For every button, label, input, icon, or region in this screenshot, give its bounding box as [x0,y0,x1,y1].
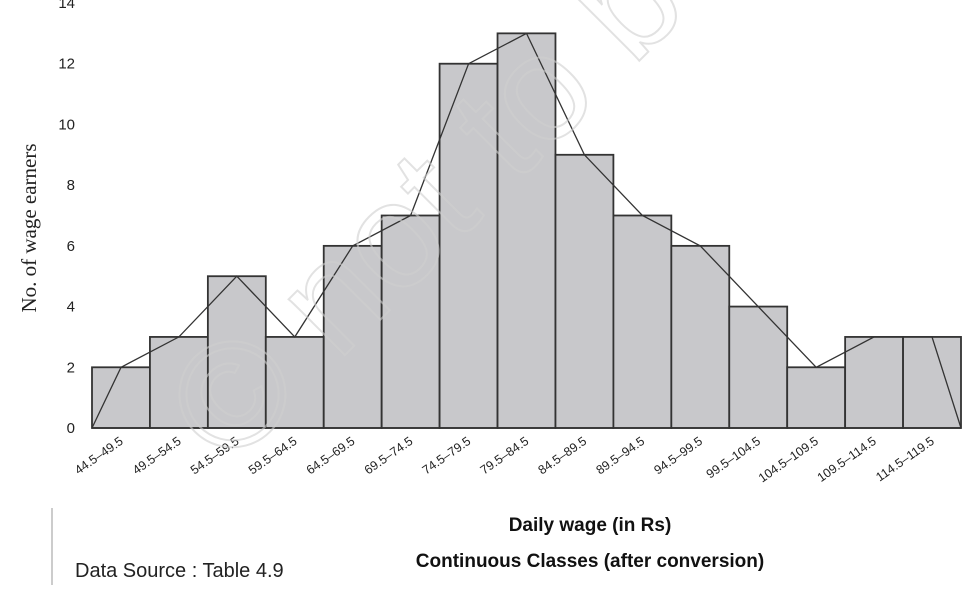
x-tick-label-15: 114.5–119.5 [873,434,936,484]
y-axis-label: No. of wage earners [17,143,41,312]
y-ticks-group: 0 2 4 6 8 10 12 14 [58,0,75,437]
x-tick-label-10: 89.5–94.5 [594,434,648,477]
bar-12 [728,305,789,429]
y-tick-label-7: 14 [58,0,75,12]
bar-8 [496,32,557,429]
x-axis-sublabel: Continuous Classes (after conversion) [416,551,764,572]
bar-13 [786,366,847,429]
bar-14 [844,336,904,429]
x-tick-label-8: 79.5–84.5 [478,434,532,477]
bar-10 [612,214,673,429]
frequency-polygon-group [91,32,962,429]
x-tick-label-2: 49.5–54.5 [130,434,184,477]
x-tick-label-1: 44.5–49.5 [72,434,126,477]
frequency-polygon-line [91,32,962,429]
bar-6 [380,214,441,429]
bar-9 [554,153,615,429]
x-tick-label-7: 74.5–79.5 [420,434,474,477]
y-tick-label-1: 2 [67,359,75,376]
x-tick-label-6: 69.5–74.5 [362,434,416,477]
bar-1 [91,366,151,429]
y-tick-label-2: 4 [67,299,75,316]
bar-2 [149,336,209,429]
x-tick-label-12: 99.5–104.5 [704,434,763,481]
y-tick-label-0: 0 [67,420,75,437]
bar-11 [670,244,731,429]
bar-15 [902,336,962,429]
x-tick-label-9: 84.5–89.5 [536,434,590,477]
y-tick-label-4: 8 [67,177,75,194]
y-tick-label-3: 6 [67,238,75,255]
x-axis-label: Daily wage (in Rs) [509,515,672,536]
y-tick-label-5: 10 [58,116,75,133]
x-tick-label-13: 104.5–109.5 [756,434,821,485]
x-tick-label-11: 94.5–99.5 [651,434,705,477]
x-tick-label-14: 109.5–114.5 [815,434,879,485]
y-tick-label-6: 12 [58,56,75,73]
x-tick-label-5: 64.5–69.5 [304,434,358,477]
data-source-note: Data Source : Table 4.9 [75,560,284,582]
